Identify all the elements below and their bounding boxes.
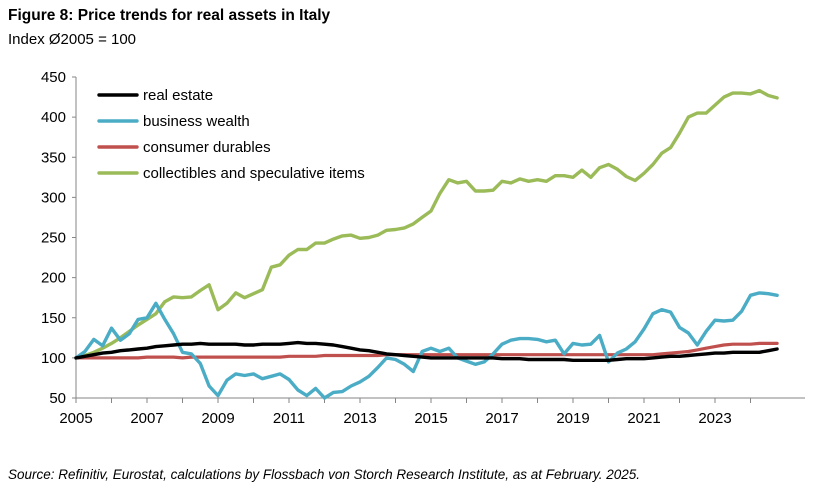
y-tick-label: 450 <box>41 69 66 86</box>
x-axis-ticks: 2005 2007 2009 2011 2013 2015 2017 2019 2021 2023 <box>59 398 751 427</box>
y-tick-label: 100 <box>41 350 66 367</box>
chart-subtitle: Index Ø2005 = 100 <box>8 31 137 48</box>
x-tick-label: 2019 <box>556 410 589 427</box>
y-tick-label: 300 <box>41 189 66 206</box>
x-tick-label: 2007 <box>130 410 163 427</box>
series-lines <box>74 88 779 400</box>
chart-title: Figure 8: Price trends for real assets i… <box>8 7 331 24</box>
y-tick-label: 50 <box>49 390 66 407</box>
legend-label: consumer durables <box>143 139 271 156</box>
x-tick-label: 2009 <box>201 410 234 427</box>
y-tick-label: 150 <box>41 310 66 327</box>
x-tick-label: 2005 <box>59 410 92 427</box>
y-tick-label: 400 <box>41 109 66 126</box>
y-tick-label: 350 <box>41 149 66 166</box>
series-line-business-wealth <box>74 291 779 400</box>
x-tick-label: 2017 <box>485 410 518 427</box>
y-axis-ticks: 50 100 150 200 250 300 350 400 450 <box>41 69 76 407</box>
series-line-real-estate <box>74 340 779 362</box>
x-tick-label: 2021 <box>627 410 660 427</box>
y-tick-label: 250 <box>41 230 66 247</box>
series-line-collectibles-and-speculative-items <box>74 88 779 360</box>
legend-label: business wealth <box>143 113 250 130</box>
x-tick-label: 2011 <box>273 410 305 427</box>
y-tick-label: 200 <box>41 270 66 287</box>
legend: real estate business wealth consumer durab… <box>97 87 365 182</box>
x-tick-label: 2015 <box>414 410 447 427</box>
x-tick-label: 2023 <box>698 410 731 427</box>
legend-label: real estate <box>143 87 213 104</box>
source-note: Source: Refinitiv, Eurostat, calculation… <box>8 467 641 482</box>
x-tick-label: 2013 <box>343 410 376 427</box>
legend-label: collectibles and speculative items <box>143 165 365 182</box>
